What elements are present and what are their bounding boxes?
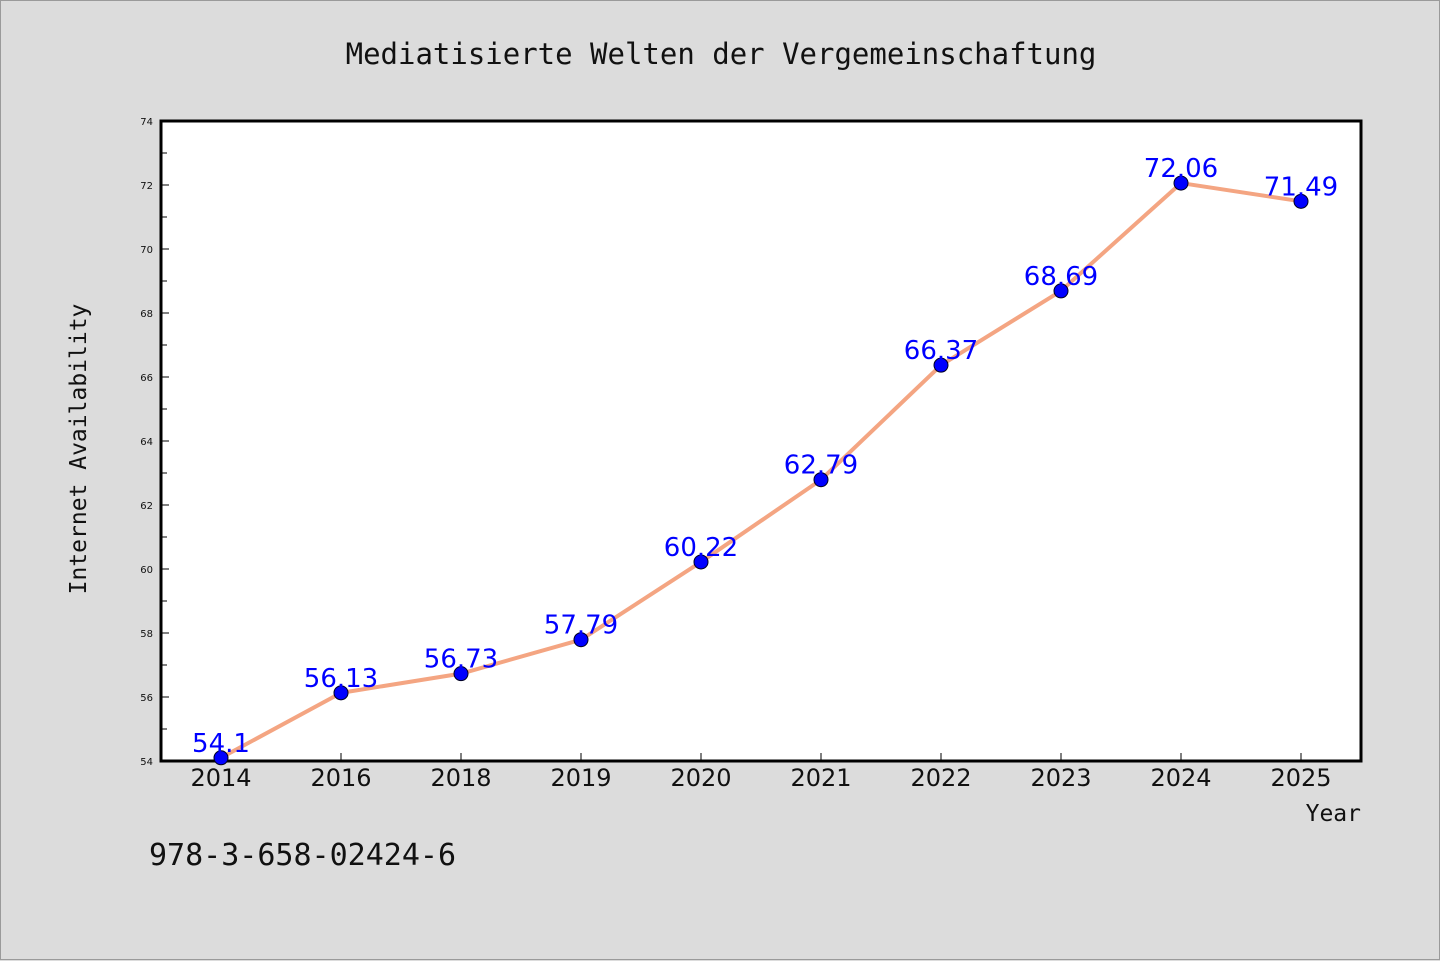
y-tick-label: 64 [140,437,153,448]
data-point [933,357,949,373]
data-label: 71.49 [1264,172,1338,202]
x-tick-label: 2021 [790,764,851,792]
data-point [693,554,709,570]
data-label: 57.79 [544,611,618,641]
data-point [213,750,229,766]
x-tick-label: 2025 [1270,764,1331,792]
data-label: 54.1 [192,729,250,759]
y-tick-label: 72 [140,181,153,192]
y-tick-label: 58 [140,629,153,640]
data-point [333,685,349,701]
data-label: 56.13 [304,664,378,694]
y-axis: 54 56 58 60 62 64 66 68 70 72 74 [140,117,169,768]
data-labels: 54.1 56.13 56.73 57.79 60.22 62.79 66.37 68.69 7… [192,154,1338,759]
plot-area [159,119,1363,763]
data-point [1293,193,1309,209]
data-label: 72.06 [1144,154,1218,184]
x-tick-label: 2018 [430,764,491,792]
data-point [1173,175,1189,191]
x-tick-label: 2016 [310,764,371,792]
x-axis-title: Year [1306,801,1361,827]
y-tick-label: 60 [140,565,153,576]
data-label: 66.37 [904,336,978,366]
data-point [1053,283,1069,299]
data-label: 60.22 [664,533,738,563]
y-tick-label: 70 [140,245,153,256]
y-tick-label: 62 [140,501,153,512]
data-label: 62.79 [784,451,858,481]
chart-title: Mediatisierte Welten der Vergemeinschaft… [346,37,1097,71]
x-tick-label: 2024 [1150,764,1211,792]
data-label: 68.69 [1024,262,1098,292]
isbn-label: 978-3-658-02424-6 [149,838,456,873]
series-line [219,181,1303,760]
data-point [813,472,829,488]
x-axis: 2014 2016 2018 2019 2020 2021 2022 2023 2024 2025 [190,753,1332,792]
data-label: 56.73 [424,645,498,675]
data-point [573,632,589,648]
series-layer [213,175,1309,766]
x-tick-label: 2014 [190,764,251,792]
y-axis-title: Internet Availability [66,304,92,595]
y-tick-label: 56 [140,693,153,704]
x-tick-label: 2023 [1030,764,1091,792]
x-tick-label: 2019 [550,764,611,792]
y-tick-label: 74 [140,117,153,128]
y-tick-label: 66 [140,373,153,384]
y-tick-label: 54 [140,757,153,768]
x-tick-label: 2020 [670,764,731,792]
y-tick-label: 68 [140,309,153,320]
data-point [453,666,469,682]
x-tick-label: 2022 [910,764,971,792]
